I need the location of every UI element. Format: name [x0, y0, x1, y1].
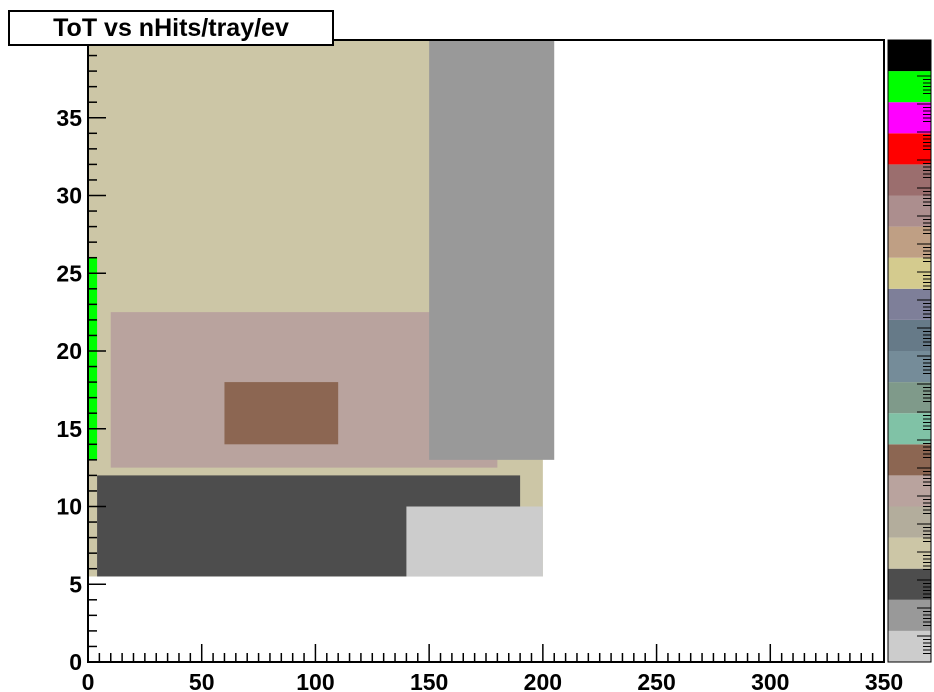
palette-swatch	[888, 226, 931, 258]
y-tick-label: 5	[69, 571, 82, 597]
color-palette	[887, 39, 932, 663]
palette-swatch	[888, 195, 931, 227]
heatmap-region-high	[224, 382, 339, 445]
palette-swatch	[888, 537, 931, 569]
palette-frame	[887, 39, 932, 663]
palette-swatch	[888, 133, 931, 165]
x-tick-label: 0	[82, 669, 95, 692]
y-axis: 0 5 10 15 20 25 30 35	[56, 39, 106, 675]
palette-swatch	[888, 444, 931, 476]
heatmap-region-edge	[429, 40, 555, 460]
palette-swatch	[888, 506, 931, 538]
x-tick-label: 250	[637, 669, 675, 692]
heatmap-region-peak	[88, 257, 98, 460]
y-tick-label: 35	[56, 105, 82, 131]
x-tick-label: 300	[751, 669, 789, 692]
palette-swatch	[888, 568, 931, 600]
y-tick-label: 20	[56, 338, 82, 364]
x-tick-label: 350	[865, 669, 903, 692]
x-axis: 0 50 100 150 200 250 300 350	[82, 644, 903, 692]
chart-title: ToT vs nHits/tray/ev	[8, 10, 334, 46]
palette-swatch	[888, 257, 931, 289]
y-tick-label: 30	[56, 183, 82, 209]
heatmap-region-lowest	[406, 506, 543, 577]
x-tick-label: 100	[296, 669, 334, 692]
palette-swatch	[888, 413, 931, 445]
palette-swatch	[888, 288, 931, 320]
x-tick-label: 50	[189, 669, 215, 692]
y-tick-label: 15	[56, 416, 82, 442]
y-tick-label: 10	[56, 494, 82, 520]
palette-swatch	[888, 40, 931, 72]
heatmap-cells	[88, 40, 555, 577]
x-tick-label: 200	[524, 669, 562, 692]
y-tick-label: 0	[69, 649, 82, 675]
x-tick-label: 150	[410, 669, 448, 692]
palette-swatch	[888, 164, 931, 196]
y-tick-label: 25	[56, 260, 82, 286]
palette-swatch	[888, 475, 931, 507]
